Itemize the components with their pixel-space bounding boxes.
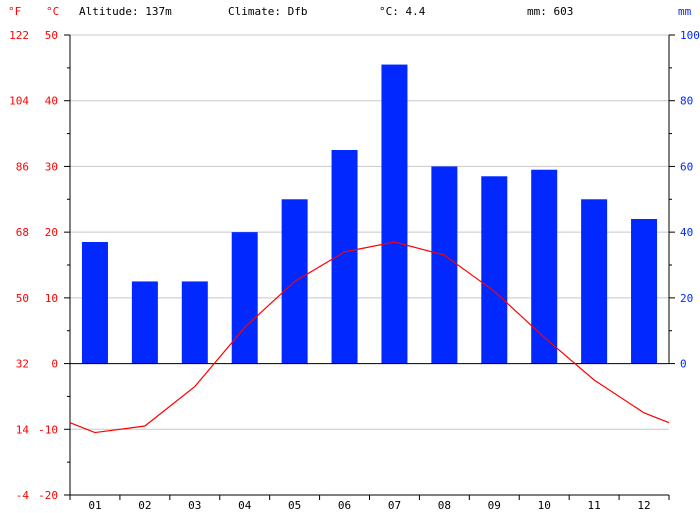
celsius-tick-label: 0 <box>51 358 58 371</box>
month-label-08: 08 <box>438 499 451 512</box>
celsius-tick-label: 40 <box>45 95 58 108</box>
month-label-12: 12 <box>637 499 650 512</box>
mm-tick-label: 0 <box>680 358 687 371</box>
month-label-09: 09 <box>488 499 501 512</box>
celsius-tick-label: 30 <box>45 160 58 173</box>
precip-bar-07 <box>381 64 408 364</box>
mean-temperature-label: °C: 4.4 <box>379 5 426 18</box>
month-label-11: 11 <box>588 499 601 512</box>
fahrenheit-tick-label: 86 <box>16 160 29 173</box>
precip-bar-03 <box>181 281 208 364</box>
fahrenheit-tick-label: 14 <box>16 423 30 436</box>
month-label-10: 10 <box>538 499 551 512</box>
precip-bar-02 <box>131 281 158 364</box>
month-label-03: 03 <box>188 499 201 512</box>
month-label-01: 01 <box>88 499 101 512</box>
month-label-04: 04 <box>238 499 252 512</box>
precip-bar-09 <box>481 176 508 364</box>
climate-label: Climate: Dfb <box>228 5 308 18</box>
fahrenheit-tick-label: -4 <box>16 489 30 502</box>
month-label-05: 05 <box>288 499 301 512</box>
fahrenheit-tick-label: 50 <box>16 292 29 305</box>
unit-fahrenheit-label: °F <box>8 5 22 18</box>
precip-bar-04 <box>231 232 258 364</box>
altitude-label: Altitude: 137m <box>79 5 172 18</box>
total-precipitation-label: mm: 603 <box>527 5 574 18</box>
month-label-02: 02 <box>138 499 151 512</box>
unit-mm-label: mm <box>678 5 692 18</box>
unit-celsius-label: °C <box>46 5 60 18</box>
fahrenheit-tick-label: 68 <box>16 226 29 239</box>
mm-tick-label: 80 <box>680 95 693 108</box>
celsius-tick-label: 20 <box>45 226 58 239</box>
month-label-07: 07 <box>388 499 401 512</box>
precip-bar-01 <box>81 242 108 364</box>
precip-bar-11 <box>581 199 608 364</box>
mm-tick-label: 60 <box>680 160 693 173</box>
month-label-06: 06 <box>338 499 351 512</box>
precip-bar-08 <box>431 166 458 364</box>
celsius-tick-label: -10 <box>38 423 58 436</box>
precip-bar-10 <box>531 169 558 364</box>
mm-tick-label: 40 <box>680 226 693 239</box>
celsius-tick-label: 50 <box>45 29 58 42</box>
fahrenheit-tick-label: 122 <box>9 29 29 42</box>
temperature-line <box>69 241 670 434</box>
celsius-tick-label: 10 <box>45 292 58 305</box>
fahrenheit-tick-label: 32 <box>16 358 29 371</box>
precip-bar-12 <box>631 219 658 364</box>
mm-tick-label: 100 <box>680 29 700 42</box>
fahrenheit-tick-label: 104 <box>9 95 29 108</box>
mm-tick-label: 20 <box>680 292 693 305</box>
celsius-tick-label: -20 <box>38 489 58 502</box>
